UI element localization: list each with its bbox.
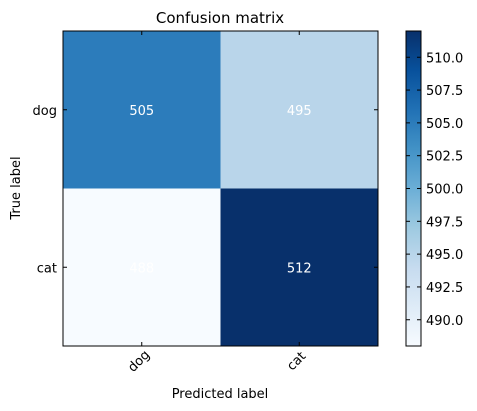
heatmap-cell-labels: 505 495 488 512 [129, 104, 311, 277]
y-tick-label: cat [37, 261, 57, 276]
colorbar-tick-label: 505.0 [426, 117, 463, 132]
x-axis-label: Predicted label [172, 387, 269, 402]
colorbar-ticks: 490.0 492.5 495.0 497.5 500.0 502.5 505.0 507.5… [406, 51, 463, 329]
colorbar-tick-label: 500.0 [426, 183, 463, 198]
colorbar-tick-label: 497.5 [426, 215, 463, 230]
colorbar-tick-label: 510.0 [426, 51, 463, 66]
colorbar-tick-label: 490.0 [426, 314, 463, 329]
colorbar-tick-label: 502.5 [426, 150, 463, 165]
cell-value-label: 505 [129, 104, 154, 119]
colorbar-tick-label: 492.5 [426, 281, 463, 296]
cell-value-label: 495 [287, 104, 312, 119]
y-axis-label: True label [9, 156, 24, 220]
heatmap-cell-cat-cat [220, 188, 378, 346]
heatmap-cells [63, 31, 378, 346]
heatmap-cell-dog-cat [220, 31, 378, 189]
colorbar-tick-label: 507.5 [426, 84, 463, 99]
cell-value-label: 512 [287, 261, 312, 276]
plot-frame [62, 30, 379, 347]
y-axis-ticks: dog cat [33, 104, 378, 276]
colorbar-tick-label: 495.0 [426, 248, 463, 263]
cell-value-label: 488 [129, 261, 154, 276]
chart-title: Confusion matrix [156, 9, 284, 27]
heatmap-cell-cat-dog [63, 188, 221, 346]
y-tick-label: dog [33, 104, 57, 119]
heatmap-cell-dog-dog [63, 31, 221, 189]
